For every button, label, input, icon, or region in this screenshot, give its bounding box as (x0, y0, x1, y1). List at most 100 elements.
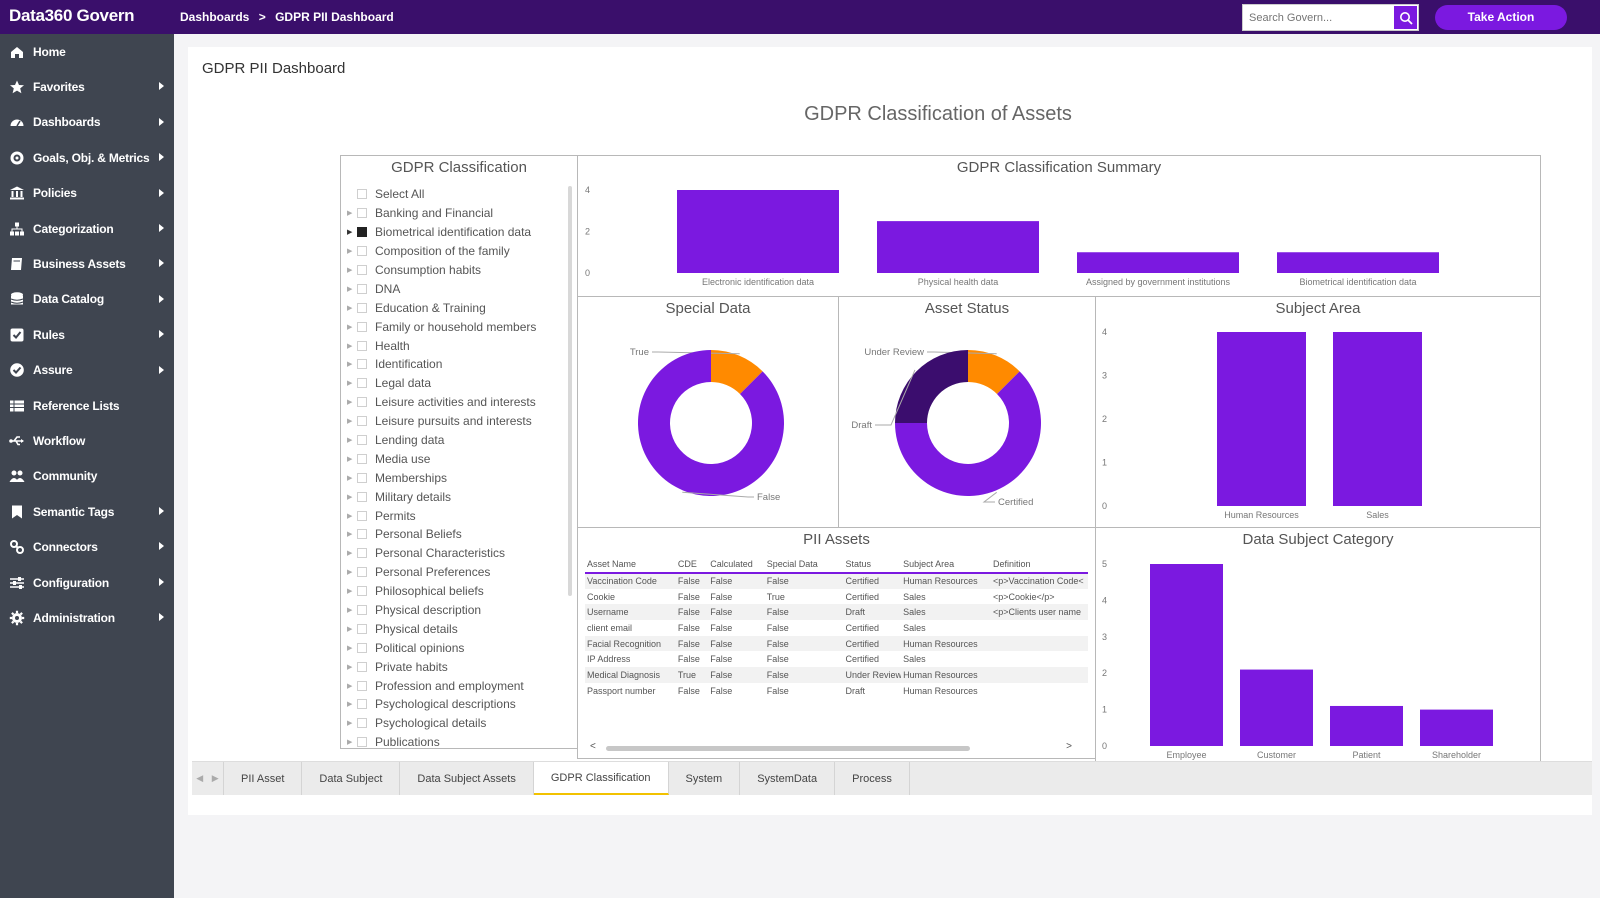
column-header[interactable]: Special Data (764, 555, 844, 574)
slicer-item[interactable]: ▶ Composition of the family (347, 242, 567, 261)
table-row[interactable]: Username False False False Draft Sales <p>Clie… (585, 604, 1088, 621)
tab-data-subject[interactable]: Data Subject (302, 762, 401, 795)
app-logo[interactable]: Data360 Govern (9, 6, 135, 25)
expand-arrow-icon[interactable]: ▶ (347, 399, 353, 407)
table-row[interactable]: Passport number False False False Draft Human… (585, 683, 1088, 699)
expand-arrow-icon[interactable]: ▶ (347, 550, 353, 558)
sidebar-item-assure[interactable]: Assure (0, 353, 174, 388)
expand-arrow-icon[interactable]: ▶ (347, 342, 353, 350)
sidebar-item-connectors[interactable]: Connectors (0, 529, 174, 564)
expand-arrow-icon[interactable]: ▶ (347, 285, 353, 293)
slicer-item[interactable]: ▶ Leisure pursuits and interests (347, 412, 567, 431)
sidebar-item-categorization[interactable]: Categorization (0, 211, 174, 246)
slicer-item[interactable]: ▶ Psychological descriptions (347, 695, 567, 714)
expand-arrow-icon[interactable]: ▶ (347, 455, 353, 463)
column-header[interactable]: Subject Area (901, 555, 991, 574)
expand-arrow-icon[interactable]: ▶ (347, 625, 353, 633)
sidebar-item-policies[interactable]: Policies (0, 176, 174, 211)
slicer-checkbox[interactable] (357, 737, 367, 747)
table-row[interactable]: client email False False False Certified Sale… (585, 620, 1088, 636)
slicer-checkbox[interactable] (357, 378, 367, 389)
slicer-checkbox[interactable] (357, 567, 367, 578)
bar[interactable] (1330, 705, 1403, 746)
expand-arrow-icon[interactable]: ▶ (347, 682, 353, 690)
sidebar-item-configuration[interactable]: Configuration (0, 565, 174, 600)
bar[interactable] (1150, 564, 1223, 746)
slicer-checkbox[interactable] (357, 510, 367, 521)
slicer-checkbox[interactable] (357, 246, 367, 257)
sidebar-item-semantic-tags[interactable]: Semantic Tags (0, 494, 174, 529)
slicer-checkbox[interactable] (357, 472, 367, 483)
slicer-checkbox[interactable] (357, 718, 367, 729)
expand-arrow-icon[interactable]: ▶ (347, 210, 353, 218)
sidebar-item-workflow[interactable]: Workflow (0, 423, 174, 458)
tab-prev-icon[interactable]: ◀ (196, 773, 204, 783)
expand-arrow-icon[interactable]: ▶ (347, 607, 353, 615)
sidebar-item-rules[interactable]: Rules (0, 317, 174, 352)
bar[interactable] (1217, 332, 1306, 506)
slicer-item[interactable]: ▶ Military details (347, 487, 567, 506)
expand-arrow-icon[interactable]: ▶ (347, 474, 353, 482)
expand-arrow-icon[interactable]: ▶ (347, 361, 353, 369)
slicer-checkbox[interactable] (357, 680, 367, 691)
expand-arrow-icon[interactable]: ▶ (347, 720, 353, 728)
tab-systemdata[interactable]: SystemData (740, 762, 836, 795)
slicer-checkbox[interactable] (357, 208, 367, 219)
slicer-item[interactable]: ▶ Publications (347, 733, 567, 747)
slicer-item[interactable]: ▶ Physical details (347, 619, 567, 638)
pie-slice[interactable] (638, 350, 784, 496)
slicer-item[interactable]: ▶ Legal data (347, 374, 567, 393)
slicer-item[interactable]: ▶ Personal Characteristics (347, 544, 567, 563)
column-header[interactable]: Status (843, 555, 902, 574)
sidebar-item-goals-obj-metrics[interactable]: Goals, Obj. & Metrics (0, 140, 174, 175)
slicer-checkbox[interactable] (357, 605, 367, 616)
tab-gdpr-classification[interactable]: GDPR Classification (533, 762, 669, 795)
slicer-item[interactable]: ▶ Political opinions (347, 638, 567, 657)
slicer-item[interactable]: ▶ Profession and employment (347, 676, 567, 695)
expand-arrow-icon[interactable]: ▶ (347, 569, 353, 577)
column-header[interactable]: CDE (675, 555, 709, 574)
slicer-checkbox[interactable] (357, 642, 367, 653)
sidebar-item-favorites[interactable]: Favorites (0, 69, 174, 104)
expand-arrow-icon[interactable]: ▶ (347, 739, 353, 747)
slicer-item[interactable]: ▶ Health (347, 336, 567, 355)
slicer-checkbox[interactable] (357, 283, 367, 294)
column-header[interactable]: Calculated (708, 555, 765, 574)
tab-system[interactable]: System (669, 762, 741, 795)
bar[interactable] (1240, 669, 1313, 746)
slicer-item[interactable]: ▶ Banking and Financial (347, 204, 567, 223)
table-row[interactable]: Medical Diagnosis True False False Under Rev… (585, 667, 1088, 683)
slicer-checkbox[interactable] (357, 321, 367, 332)
bar[interactable] (677, 190, 839, 273)
scroll-left-icon[interactable]: < (590, 741, 596, 752)
slicer-item[interactable]: ▶ Consumption habits (347, 261, 567, 280)
expand-arrow-icon[interactable]: ▶ (347, 588, 353, 596)
table-row[interactable]: Facial Recognition False False False Certifi… (585, 635, 1088, 652)
slicer-item[interactable]: Select All (347, 185, 567, 204)
slicer-checkbox[interactable] (357, 623, 367, 634)
pie-slice[interactable] (968, 350, 1020, 395)
slicer-checkbox[interactable] (357, 548, 367, 559)
expand-arrow-icon[interactable]: ▶ (347, 531, 353, 539)
breadcrumb-dashboards[interactable]: Dashboards (180, 10, 250, 24)
expand-arrow-icon[interactable]: ▶ (347, 267, 353, 274)
slicer-item[interactable]: ▶ Leisure activities and interests (347, 393, 567, 412)
expand-arrow-icon[interactable]: ▶ (347, 248, 353, 256)
bar[interactable] (1333, 332, 1422, 506)
expand-arrow-icon[interactable]: ▶ (347, 701, 353, 709)
table-row[interactable]: IP Address False False False Certified Sales (585, 651, 1088, 667)
scroll-thumb[interactable] (606, 746, 970, 751)
slicer-checkbox[interactable] (357, 586, 367, 597)
slicer-checkbox[interactable] (357, 189, 367, 200)
column-header[interactable]: Definition (990, 555, 1088, 574)
sidebar-item-home[interactable]: Home (0, 34, 174, 69)
expand-arrow-icon[interactable]: ▶ (347, 304, 353, 312)
expand-arrow-icon[interactable]: ▶ (347, 644, 353, 652)
slicer-item[interactable]: ▶ Personal Beliefs (347, 525, 567, 544)
slicer-checkbox[interactable] (357, 340, 367, 351)
slicer-checkbox[interactable] (357, 661, 367, 672)
take-action-button[interactable]: Take Action (1435, 5, 1567, 30)
tab-pii-asset[interactable]: PII Asset (224, 762, 303, 795)
slicer-checkbox[interactable] (357, 491, 367, 502)
expand-arrow-icon[interactable]: ▶ (347, 437, 353, 445)
